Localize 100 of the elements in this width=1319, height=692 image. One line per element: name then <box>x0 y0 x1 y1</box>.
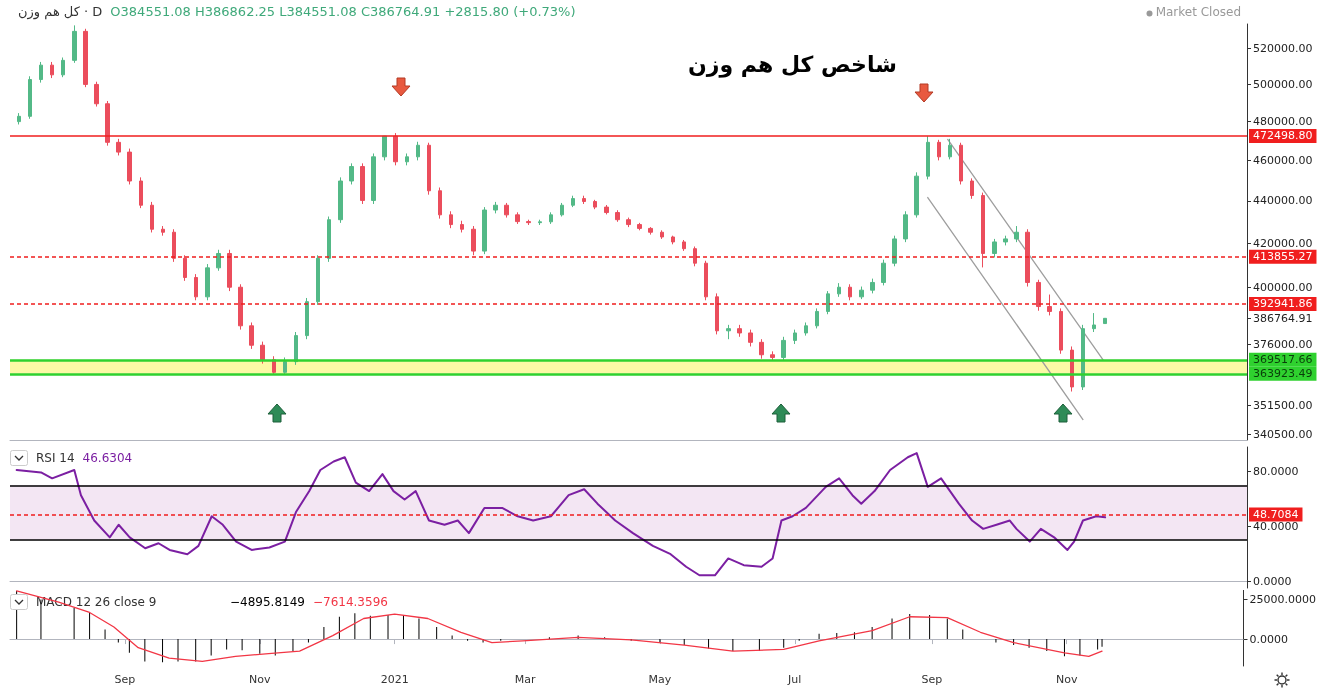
candlestick <box>360 162 365 205</box>
candlestick <box>94 81 99 108</box>
candlestick <box>1047 294 1052 316</box>
candlestick <box>39 61 43 84</box>
candlestick <box>648 226 653 236</box>
y-tick-label: 520000.00 <box>1253 42 1313 56</box>
candlestick <box>892 235 897 267</box>
candlestick <box>526 219 531 226</box>
ref-line-label: 48.7084 <box>1253 507 1299 521</box>
y-tick-label: 500000.00 <box>1253 77 1313 91</box>
text: کل هم وزن · D <box>18 4 103 19</box>
candlestick <box>582 195 586 205</box>
candlestick <box>405 152 409 166</box>
candlestick <box>238 283 243 331</box>
ref-line-label: 413855.27 <box>1253 250 1313 264</box>
candlestick <box>1036 279 1041 312</box>
candlestick <box>83 28 88 88</box>
candlestick <box>826 290 830 315</box>
candlestick <box>815 307 819 329</box>
candlestick <box>371 152 376 205</box>
candlestick <box>560 202 564 218</box>
candlestick <box>959 142 963 185</box>
annotation: −7614.3596 <box>312 595 388 609</box>
text: Market Closed <box>1155 5 1241 19</box>
candlestick <box>626 217 631 228</box>
candlestick <box>914 171 919 219</box>
candlestick <box>416 141 420 161</box>
candlestick <box>161 225 165 237</box>
candlestick <box>682 239 686 252</box>
candlestick <box>660 229 664 240</box>
candlestick <box>172 228 176 263</box>
candlestick <box>17 112 21 125</box>
candlestick <box>1081 324 1085 391</box>
candlestick <box>427 142 431 196</box>
x-tick-label: May <box>648 673 672 686</box>
candlestick <box>981 192 985 268</box>
chart-title: RSI 14 <box>36 451 75 465</box>
ref-line-label: 392941.86 <box>1253 297 1313 311</box>
x-tick-label: Jul <box>787 673 802 686</box>
candlestick <box>571 195 575 208</box>
candlestick <box>305 297 309 340</box>
candlestick <box>316 254 320 306</box>
candlestick <box>460 220 464 233</box>
candlestick <box>604 204 609 215</box>
candlestick <box>482 206 487 255</box>
candlestick <box>72 24 77 64</box>
candlestick <box>28 75 32 120</box>
candlestick <box>349 162 354 185</box>
x-tick-label: Nov <box>249 673 272 686</box>
candlestick <box>759 338 764 360</box>
candlestick <box>139 176 143 209</box>
candlestick <box>116 138 121 156</box>
candlestick <box>1014 225 1019 243</box>
text: شاخص کل هم وزن <box>688 52 897 77</box>
candlestick <box>671 235 675 245</box>
candlestick <box>804 321 808 337</box>
candlestick <box>781 336 786 361</box>
candlestick <box>327 216 331 263</box>
candlestick <box>748 329 753 347</box>
candlestick <box>283 356 287 375</box>
x-tick-label: 2021 <box>380 673 409 686</box>
candlestick <box>50 61 54 79</box>
candlestick <box>549 211 553 225</box>
y-tick-label: 376000.00 <box>1253 337 1313 351</box>
y-tick-label: 460000.00 <box>1253 153 1313 167</box>
candlestick <box>1025 228 1030 288</box>
candlestick <box>249 321 254 350</box>
y-tick-label: 400000.00 <box>1253 281 1313 295</box>
candlestick <box>837 282 841 298</box>
line-series <box>15 590 1103 663</box>
candlestick <box>393 132 398 166</box>
candlestick <box>992 238 997 258</box>
x-tick-label: Sep <box>114 673 136 686</box>
y-tick-label: 25000.0000 <box>1249 593 1316 606</box>
chart-subtitle: 46.6304 <box>82 451 133 465</box>
x-tick-label: Mar <box>514 673 536 686</box>
y-tick-label: 40.0000 <box>1253 519 1299 533</box>
candlestick <box>194 273 198 301</box>
text: O384551.08 H386862.25 L384551.08 C386764.91 +2815.80 (+0.73%) <box>110 4 576 19</box>
candlestick <box>726 324 731 340</box>
ref-line-label: 472498.80 <box>1253 129 1313 143</box>
candlestick <box>870 278 875 294</box>
candlestick <box>382 135 387 161</box>
candlestick <box>227 249 232 292</box>
ref-line-label: 369517.66 <box>1253 353 1313 367</box>
candlestick <box>770 350 775 361</box>
x-tick-label: Nov <box>1055 673 1078 686</box>
candlestick <box>338 176 343 224</box>
candlestick <box>737 324 742 338</box>
candlestick <box>926 135 930 180</box>
candlestick <box>205 263 210 301</box>
line-series <box>15 452 1107 577</box>
y-tick-label: 340500.00 <box>1253 427 1313 441</box>
candlestick <box>903 210 908 243</box>
y-tick-label: 480000.00 <box>1253 115 1313 129</box>
y-tick-label: 0.0000 <box>1253 574 1292 588</box>
candlestick <box>61 57 65 78</box>
candlestick <box>937 139 941 161</box>
candlestick <box>881 259 886 286</box>
candlestick <box>449 210 453 229</box>
